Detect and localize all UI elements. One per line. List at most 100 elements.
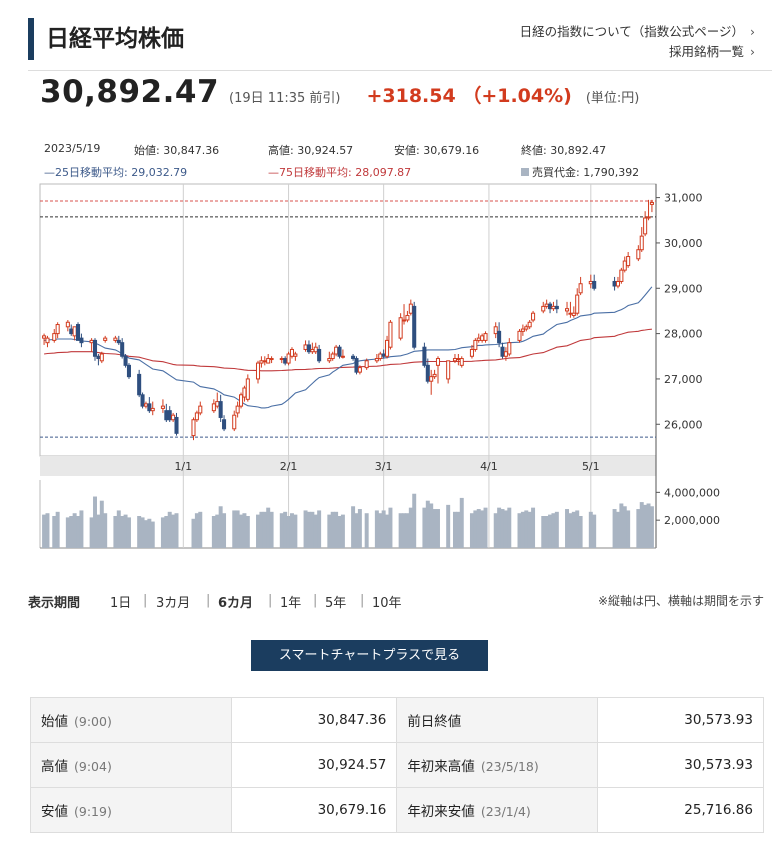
- period-10y[interactable]: 10年: [372, 596, 402, 611]
- volume-bar: [568, 513, 573, 548]
- volume-tick-label: 2,000,000: [664, 514, 720, 527]
- volume-bar: [266, 507, 271, 548]
- stats-low: 安値: 30,679.16: [394, 144, 480, 157]
- volume-bar: [398, 513, 403, 548]
- volume-bar: [198, 511, 203, 548]
- volume-bar: [150, 521, 155, 548]
- volume-bar: [429, 503, 434, 548]
- stats-close: 終値: 30,892.47: [521, 144, 607, 157]
- candle-body: [79, 337, 84, 344]
- volume-bar: [164, 516, 169, 548]
- volume-bar: [137, 516, 142, 548]
- candle-body: [126, 364, 131, 378]
- candle-body: [266, 358, 271, 364]
- period-5y[interactable]: 5年: [325, 596, 347, 611]
- constituents-link[interactable]: 採用銘柄一覧 ›: [520, 42, 755, 62]
- volume-bar: [140, 517, 145, 548]
- candle-body: [198, 405, 203, 414]
- period-6m[interactable]: 6カ月: [218, 596, 254, 611]
- volume-bar: [103, 513, 108, 548]
- period-separator: |: [360, 593, 365, 608]
- candle-body: [398, 317, 403, 339]
- volume-bar: [357, 509, 362, 548]
- candle-body: [524, 326, 529, 330]
- candle-body: [527, 321, 532, 328]
- volume-bar: [52, 516, 57, 548]
- volume-bar: [113, 516, 118, 548]
- period-1y[interactable]: 1年: [280, 596, 302, 611]
- volume-bar: [456, 511, 461, 548]
- volume-bar: [408, 507, 413, 548]
- volume-bar: [497, 507, 502, 548]
- candle-body: [565, 308, 570, 312]
- volume-bar: [588, 511, 593, 548]
- volume-bar: [592, 514, 597, 548]
- volume-bar: [412, 493, 417, 548]
- volume-bar: [327, 514, 332, 548]
- volume-bar: [531, 507, 536, 548]
- candle-body: [255, 362, 261, 380]
- candle-body: [507, 342, 512, 355]
- volume-bar: [160, 517, 165, 548]
- volume-tick-label: 4,000,000: [664, 486, 720, 499]
- volume-bar: [436, 509, 440, 548]
- volume-bar: [283, 511, 288, 548]
- candle-body: [310, 348, 315, 353]
- table-value: 30,924.57: [230, 742, 398, 788]
- candle-body: [69, 328, 74, 335]
- candle-body: [646, 216, 651, 219]
- key-sub: (23/5/18): [480, 759, 539, 774]
- smart-chart-button[interactable]: スマートチャートプラスで見る: [251, 640, 488, 671]
- volume-bar: [211, 516, 216, 548]
- volume-bar: [239, 514, 244, 548]
- candle-body: [554, 305, 559, 310]
- period-1d[interactable]: 1日: [110, 596, 132, 611]
- table-row: 始値 (9:00) 30,847.36 前日終値 30,573.93: [30, 697, 764, 743]
- volume-bar: [167, 511, 172, 548]
- volume-bar: [385, 514, 390, 548]
- volume-bar: [245, 516, 250, 548]
- period-3m[interactable]: 3カ月: [156, 596, 191, 611]
- candle-body: [615, 280, 620, 287]
- candle-body: [259, 360, 264, 364]
- volume-bar: [483, 507, 488, 548]
- candle-body: [571, 312, 576, 316]
- current-price: 30,892.47: [40, 74, 220, 110]
- volume-bar: [171, 514, 176, 548]
- volume-bar: [578, 516, 583, 548]
- index-info-link[interactable]: 日経の指数について（指数公式ページ） ›: [520, 22, 755, 42]
- volume-bar: [378, 513, 383, 548]
- volume-bar: [500, 509, 505, 548]
- candle-body: [452, 358, 457, 362]
- volume-bar: [405, 513, 410, 548]
- volume-bar: [191, 518, 196, 548]
- volume-bar: [256, 514, 260, 548]
- volume-bar: [374, 510, 379, 548]
- volume-bar: [571, 511, 576, 548]
- volume-bar: [194, 513, 199, 548]
- candle-body: [639, 235, 644, 251]
- volume-bar: [72, 513, 77, 548]
- candle-body: [469, 348, 474, 357]
- period-separator: |: [206, 593, 211, 608]
- candle-body: [412, 305, 417, 348]
- table-key: 年初来安値 (23/1/4): [396, 787, 599, 833]
- candle-body: [388, 321, 393, 348]
- candle-body: [408, 303, 413, 314]
- volume-bar: [425, 500, 430, 548]
- candle-body: [123, 355, 128, 366]
- candle-body: [113, 337, 118, 341]
- volume-bar: [432, 509, 437, 548]
- volume-bar: [626, 510, 631, 548]
- legend-ma75: —75日移動平均: 28,097.87: [268, 166, 412, 179]
- stats-high: 高値: 30,924.57: [268, 144, 354, 157]
- volume-bar: [544, 516, 549, 548]
- candle-body: [432, 373, 437, 378]
- candle-body: [619, 269, 624, 282]
- candle-body: [351, 355, 356, 360]
- key-sub: (9:04): [74, 759, 112, 774]
- candle-body: [568, 312, 573, 315]
- volume-bar: [469, 513, 474, 548]
- candle-body: [429, 376, 434, 382]
- table-key: 前日終値: [396, 697, 599, 743]
